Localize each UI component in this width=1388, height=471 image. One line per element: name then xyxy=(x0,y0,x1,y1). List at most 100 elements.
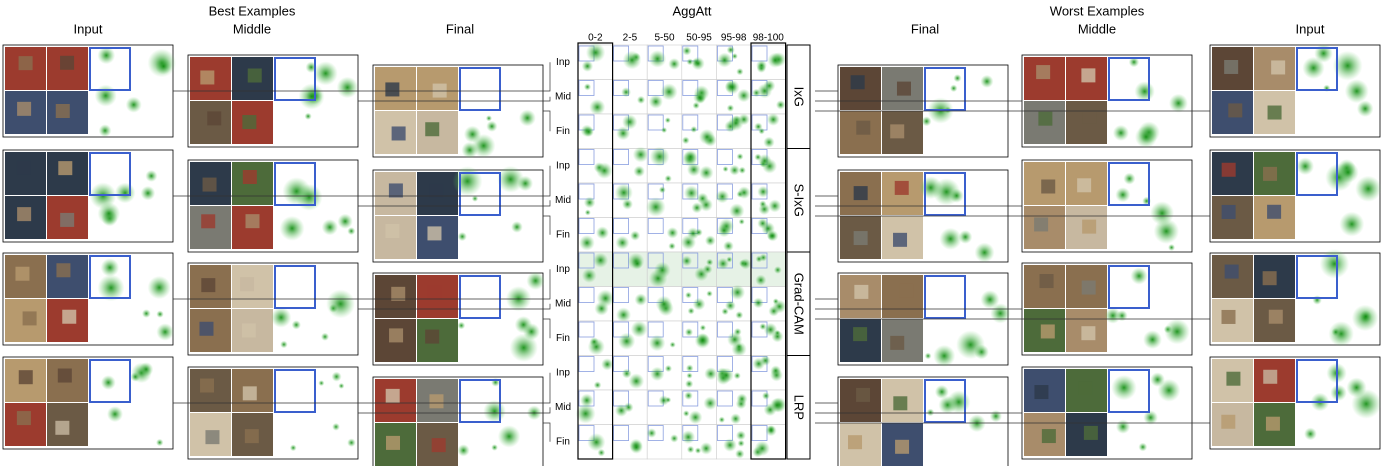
connector xyxy=(358,407,551,414)
target-box xyxy=(924,172,966,216)
layer-label: Inp xyxy=(556,367,570,378)
heatmap-blob xyxy=(155,57,172,75)
heatmap-blob xyxy=(452,166,483,197)
heatmap-blob xyxy=(331,371,342,382)
image-detail xyxy=(205,430,220,445)
heatmap-blob xyxy=(669,341,676,348)
method-label: LRP xyxy=(792,395,807,420)
method-label: Grad-CAM xyxy=(792,273,807,335)
cell-box xyxy=(578,149,595,165)
heatmap-blob xyxy=(1115,187,1131,203)
heatmap-blob xyxy=(717,223,731,238)
heatmap-blob xyxy=(687,307,695,315)
layer-label: Mid xyxy=(555,195,571,206)
image-detail xyxy=(856,120,871,135)
heatmap-blob xyxy=(682,410,690,417)
image-detail xyxy=(201,278,216,293)
heatmap-blob xyxy=(664,174,672,183)
heatmap-blob xyxy=(636,95,646,105)
heatmap-blob xyxy=(97,46,116,65)
image-detail xyxy=(853,327,868,342)
target-box xyxy=(89,152,131,196)
heatmap-blob xyxy=(1112,124,1129,141)
heatmap-blob xyxy=(457,321,466,330)
header: Middle xyxy=(233,21,271,36)
image-detail xyxy=(1082,219,1097,234)
target-box xyxy=(89,359,131,403)
heatmap-blob xyxy=(736,153,744,161)
heatmap-blob xyxy=(125,96,142,113)
heatmap-blob xyxy=(725,300,736,312)
heatmap-blob xyxy=(921,116,932,127)
heatmap-blob xyxy=(97,274,125,302)
heatmap-blob xyxy=(686,445,695,454)
heatmap-blob xyxy=(691,56,705,71)
heatmap-blob xyxy=(347,438,356,447)
heatmap-blob xyxy=(1332,50,1363,81)
image-detail xyxy=(899,283,914,298)
heatmap-blob xyxy=(699,197,713,212)
heatmap-blob xyxy=(628,373,645,390)
heatmap-blob xyxy=(156,323,174,341)
heatmap-blob xyxy=(738,218,745,225)
cell-box xyxy=(717,425,733,441)
heatmap-blob xyxy=(295,183,323,211)
target-box xyxy=(274,162,316,206)
heatmap-blob xyxy=(326,289,356,319)
heatmap-blob xyxy=(1115,419,1131,434)
image-detail xyxy=(1221,414,1236,429)
image-detail xyxy=(1262,271,1277,286)
heatmap-blob xyxy=(953,74,962,83)
image-detail xyxy=(60,212,75,227)
image-detail xyxy=(1224,59,1239,74)
connector xyxy=(173,269,551,300)
heatmap-blob xyxy=(580,393,594,408)
heatmap-blob xyxy=(471,195,479,202)
image-detail xyxy=(391,286,406,301)
image-detail xyxy=(17,207,32,222)
image-detail xyxy=(1040,324,1055,339)
heatmap-blob xyxy=(1128,56,1140,68)
cell-box xyxy=(717,321,733,338)
heatmap-blob xyxy=(735,343,743,351)
heatmap-blob xyxy=(685,291,692,299)
heatmap-blob xyxy=(947,390,971,414)
bin-label: 5-50 xyxy=(654,33,674,44)
image-detail xyxy=(56,263,71,278)
heatmap-blob xyxy=(772,298,779,305)
image-detail xyxy=(890,335,905,350)
connector xyxy=(358,96,551,102)
heatmap-blob xyxy=(726,45,735,55)
heatmap-blob xyxy=(321,219,338,236)
cell-box xyxy=(682,390,699,407)
heatmap-blob xyxy=(683,185,700,201)
heatmap-blob xyxy=(1339,211,1365,237)
heatmap-blob xyxy=(486,120,498,132)
heatmap-blob xyxy=(949,84,958,93)
aggatt-cell xyxy=(646,389,683,425)
heatmap-blob xyxy=(660,83,678,101)
heatmap-blob xyxy=(681,136,690,145)
image-detail xyxy=(427,285,442,300)
heatmap-blob xyxy=(768,199,782,213)
heatmap-blob xyxy=(680,234,697,251)
image-detail xyxy=(385,224,400,239)
image-detail xyxy=(893,396,908,411)
heatmap-blob xyxy=(668,58,681,70)
heatmap-blob xyxy=(703,396,718,411)
heatmap-blob xyxy=(737,439,745,447)
heatmap-blob xyxy=(661,127,668,134)
heatmap-blob xyxy=(649,146,670,167)
heatmap-blob xyxy=(1330,384,1347,402)
heatmap-blob xyxy=(1138,442,1148,452)
heatmap-blob xyxy=(615,307,632,323)
target-box xyxy=(89,47,131,91)
header: Input xyxy=(74,21,103,36)
image-detail xyxy=(385,82,400,97)
heatmap-blob xyxy=(737,88,751,103)
heatmap-blob xyxy=(336,76,359,99)
heatmap-blob xyxy=(630,320,648,338)
cell-box xyxy=(682,287,699,303)
image-detail xyxy=(1221,162,1236,177)
heatmap-blob xyxy=(633,165,645,178)
